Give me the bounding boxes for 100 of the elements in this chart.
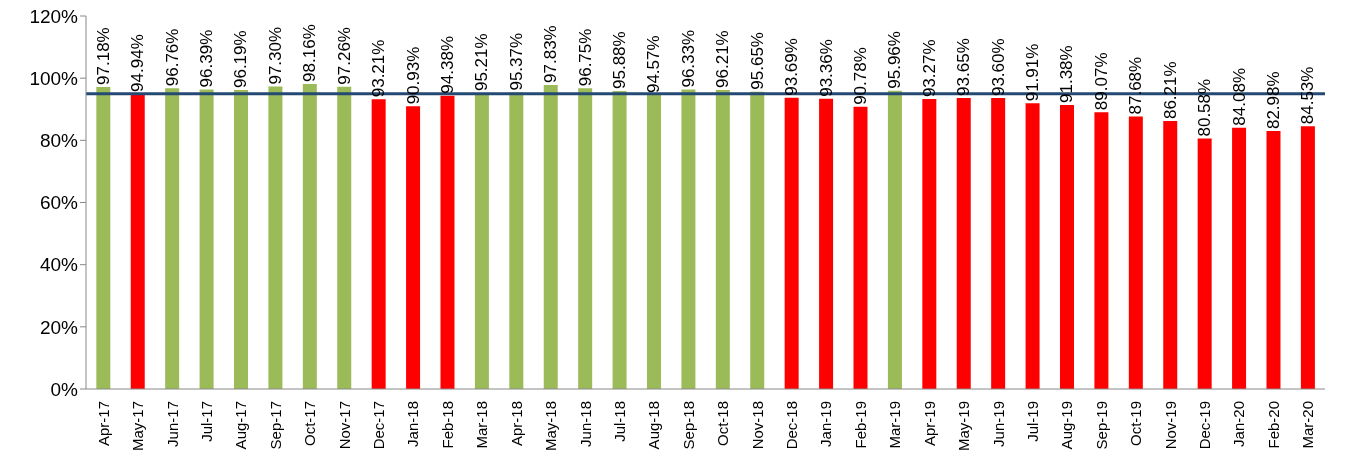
bar xyxy=(199,89,214,389)
x-tick-label: Sep-17 xyxy=(266,401,284,450)
bar xyxy=(1197,138,1212,389)
bar xyxy=(440,95,455,389)
data-label: 90.93% xyxy=(403,46,423,105)
data-label: 94.38% xyxy=(437,35,457,94)
data-label: 98.16% xyxy=(300,24,320,82)
x-tick-label: Mar-19 xyxy=(886,401,904,449)
data-label: 84.53% xyxy=(1298,66,1318,125)
bar xyxy=(337,86,352,389)
data-label: 87.68% xyxy=(1126,56,1146,115)
bar xyxy=(1232,127,1247,389)
data-label: 86.21% xyxy=(1160,61,1180,120)
x-tick-label: Nov-17 xyxy=(335,401,353,450)
bar xyxy=(130,93,145,389)
x-tick-label: Feb-19 xyxy=(851,401,869,449)
x-tick-label: Oct-17 xyxy=(301,401,319,447)
data-label: 90.78% xyxy=(850,47,870,105)
x-tick-label: Sep-19 xyxy=(1092,401,1110,450)
data-label: 93.65% xyxy=(954,38,974,96)
bar xyxy=(887,90,902,389)
bar xyxy=(784,97,799,389)
x-tick-label: Aug-19 xyxy=(1058,401,1076,450)
bar xyxy=(268,86,283,389)
bar xyxy=(96,86,111,389)
bar xyxy=(1163,121,1178,389)
x-tick-label: Oct-19 xyxy=(1127,401,1145,447)
x-tick-label: Mar-18 xyxy=(473,401,491,449)
x-tick-label: Dec-17 xyxy=(370,401,388,450)
data-label: 96.39% xyxy=(197,29,217,88)
bar xyxy=(578,88,593,389)
data-label: 94.94% xyxy=(128,34,148,92)
x-tick-label: Jan-18 xyxy=(404,401,422,447)
x-tick-label: Feb-20 xyxy=(1264,401,1282,449)
x-tick-label: May-17 xyxy=(129,401,147,452)
data-label: 95.21% xyxy=(472,33,492,92)
data-label: 95.96% xyxy=(885,31,905,89)
x-tick-label: Jul-17 xyxy=(197,401,215,442)
data-label: 96.19% xyxy=(231,30,251,89)
y-tick-label: 100% xyxy=(29,67,79,89)
x-tick-label: Aug-17 xyxy=(232,401,250,450)
data-label: 94.57% xyxy=(644,35,664,94)
bar xyxy=(233,90,248,389)
data-label: 97.26% xyxy=(334,27,354,85)
bar xyxy=(681,89,696,389)
data-label: 93.21% xyxy=(369,39,389,98)
x-tick-label: Jan-20 xyxy=(1230,401,1248,447)
bar xyxy=(474,93,489,389)
bar xyxy=(1094,112,1109,389)
x-tick-label: Apr-17 xyxy=(94,401,112,447)
x-tick-label: Dec-19 xyxy=(1196,401,1214,450)
x-tick-label: Nov-19 xyxy=(1161,401,1179,450)
data-label: 96.76% xyxy=(162,28,182,87)
data-label: 96.75% xyxy=(575,28,595,87)
data-label: 97.30% xyxy=(265,26,285,85)
y-tick-label: 40% xyxy=(39,254,79,276)
bar xyxy=(302,83,317,389)
bar xyxy=(1059,104,1074,389)
data-label: 95.88% xyxy=(610,31,630,89)
x-tick-label: Dec-18 xyxy=(783,401,801,450)
x-tick-label: Mar-20 xyxy=(1299,401,1317,449)
data-label: 89.07% xyxy=(1091,52,1111,111)
data-label: 93.60% xyxy=(988,38,1008,97)
bar xyxy=(1266,131,1281,389)
bar xyxy=(612,90,627,389)
x-tick-label: Apr-19 xyxy=(920,401,938,447)
x-tick-label: Jul-18 xyxy=(610,401,628,442)
x-tick-label: May-18 xyxy=(542,401,560,452)
y-tick-label: 0% xyxy=(50,378,79,400)
x-tick-label: Jan-19 xyxy=(817,401,835,447)
data-label: 80.58% xyxy=(1195,78,1215,137)
data-label: 96.33% xyxy=(678,29,698,88)
y-tick-label: 120% xyxy=(29,5,79,27)
x-tick-label: Aug-18 xyxy=(645,401,663,450)
bar xyxy=(509,92,524,389)
data-label: 82.98% xyxy=(1263,71,1283,130)
data-label: 97.83% xyxy=(541,25,561,83)
bar xyxy=(406,106,421,389)
y-tick-label: 60% xyxy=(39,192,79,214)
bar xyxy=(1025,103,1040,389)
x-tick-label: Feb-18 xyxy=(438,401,456,449)
bar xyxy=(1128,116,1143,389)
data-label: 96.21% xyxy=(713,30,733,88)
bar xyxy=(715,89,730,389)
data-label: 95.37% xyxy=(506,32,526,91)
data-label: 91.38% xyxy=(1057,45,1077,103)
bar xyxy=(991,98,1006,389)
x-tick-label: Jun-19 xyxy=(989,401,1007,447)
x-tick-label: Jun-18 xyxy=(576,401,594,447)
data-label: 93.27% xyxy=(919,39,939,98)
bar xyxy=(543,84,558,389)
data-label: 93.69% xyxy=(782,38,802,96)
bar xyxy=(853,106,868,389)
data-label: 97.18% xyxy=(93,27,113,85)
data-label: 84.08% xyxy=(1229,67,1249,126)
x-tick-label: Nov-18 xyxy=(748,401,766,450)
x-tick-label: Sep-18 xyxy=(679,401,697,450)
bar xyxy=(165,88,180,389)
bar xyxy=(922,99,937,389)
bar xyxy=(646,95,661,389)
